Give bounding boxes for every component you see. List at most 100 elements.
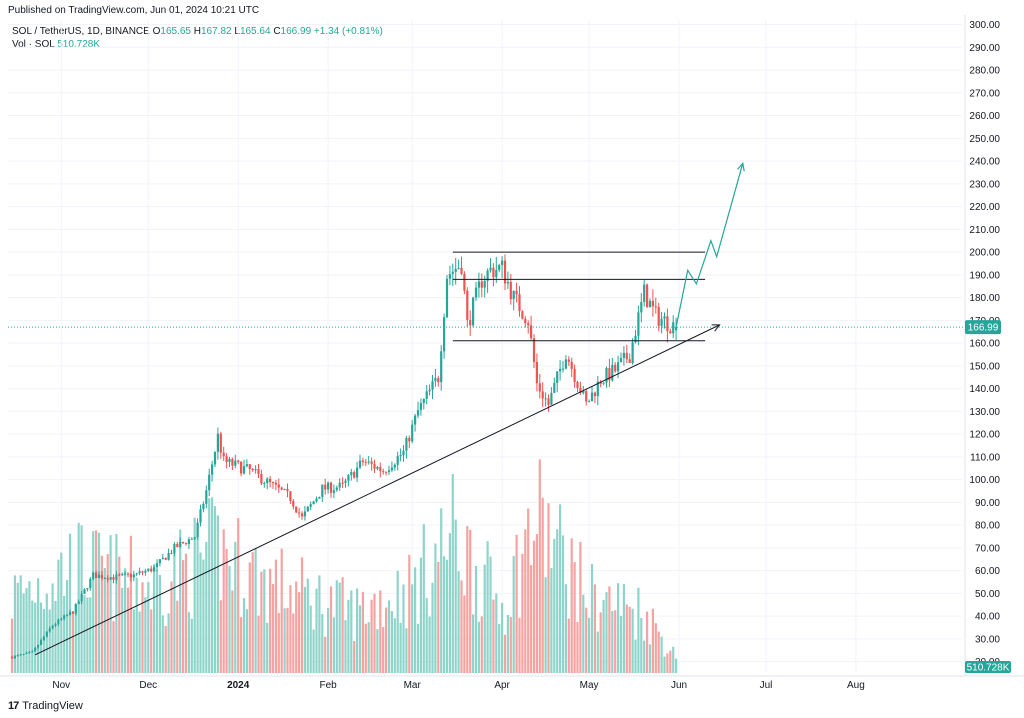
candle-body: [544, 398, 547, 400]
candle-body: [315, 498, 318, 502]
candle-body: [486, 270, 489, 281]
volume-bar: [103, 567, 106, 673]
candle-body: [393, 464, 396, 468]
candle-body: [573, 368, 576, 383]
y-tick-label: 210.00: [969, 225, 1000, 236]
volume-bar: [631, 608, 634, 673]
volume-bar: [341, 577, 344, 673]
volume-bar: [260, 571, 263, 673]
volume-bar: [338, 582, 341, 673]
candle-body: [669, 331, 672, 334]
y-tick-label: 290.00: [969, 43, 1000, 54]
candle-body: [271, 482, 275, 484]
volume-bar: [266, 622, 269, 673]
candle-body: [228, 458, 231, 462]
candle-body: [103, 577, 106, 579]
trendline: [34, 324, 720, 656]
volume-bar: [86, 597, 89, 673]
candle-body: [350, 472, 353, 476]
volume-bar: [231, 590, 234, 673]
volume-bar: [416, 623, 420, 673]
volume-bar: [39, 602, 43, 673]
volume-bar: [532, 540, 536, 673]
candle-body: [582, 391, 585, 394]
volume-bar: [506, 614, 509, 673]
candle-body: [57, 619, 60, 624]
y-tick-label: 70.00: [975, 543, 1000, 554]
volume-bar: [115, 533, 118, 673]
volume-bar: [13, 575, 16, 673]
candle-body: [295, 506, 298, 513]
symbol-label[interactable]: SOL / TetherUS, 1D, BINANCE: [12, 26, 150, 37]
candle-body: [199, 509, 202, 523]
volume-bar: [495, 593, 498, 673]
volume-bar: [660, 636, 663, 673]
volume-bar: [54, 600, 57, 673]
volume-bar: [303, 586, 306, 673]
candle-body: [588, 401, 591, 403]
candle-body: [257, 469, 260, 475]
volume-bar: [193, 517, 196, 673]
candle-body: [672, 322, 675, 334]
candle-body: [501, 260, 504, 266]
volume-bar: [434, 543, 437, 673]
volume-bar: [521, 553, 524, 673]
volume-bar: [628, 606, 631, 673]
candle-body: [109, 577, 112, 580]
candle-body: [489, 267, 492, 271]
volume-bar: [596, 631, 599, 673]
candle-body: [208, 474, 211, 491]
candle-body: [289, 491, 292, 501]
candle-body: [260, 474, 263, 484]
candle-body: [428, 389, 431, 392]
candle-body: [402, 450, 405, 455]
candle-body: [503, 260, 507, 284]
volume-bar: [196, 522, 199, 673]
candle-body: [556, 371, 559, 383]
candle-body: [390, 467, 393, 471]
candle-body: [63, 615, 66, 619]
candle-body: [617, 362, 620, 372]
volume-bar: [640, 618, 643, 673]
candle-body: [506, 281, 509, 284]
volume-bar: [237, 518, 240, 673]
volume-bar: [245, 609, 248, 673]
volume-bar: [515, 534, 518, 673]
candle-body: [86, 588, 89, 590]
candle-body: [37, 644, 40, 648]
candle-body: [547, 398, 550, 405]
candle-body: [153, 567, 156, 572]
candle-body: [269, 478, 272, 483]
candle-body: [611, 364, 614, 381]
volume-row: Vol · SOL 510.728K: [12, 38, 383, 51]
candle-body: [240, 461, 243, 474]
volume-bar: [97, 532, 101, 673]
candle-body: [564, 359, 567, 369]
candle-body: [31, 651, 34, 653]
volume-bar: [240, 617, 243, 673]
brand-label: TradingView: [22, 700, 83, 712]
candle-body: [628, 359, 631, 364]
volume-bar: [147, 582, 150, 673]
volume-bar: [228, 565, 231, 673]
candle-body: [318, 496, 321, 499]
volume-bar: [309, 605, 312, 673]
volume-bar: [387, 600, 391, 673]
volume-bar: [25, 588, 28, 673]
volume-bar: [443, 556, 446, 673]
y-tick-label: 90.00: [975, 498, 1000, 509]
volume-label[interactable]: Vol · SOL: [12, 39, 55, 50]
candle-body: [176, 543, 179, 548]
volume-bar: [257, 615, 260, 673]
volume-bar: [373, 593, 376, 673]
candle-body: [538, 383, 541, 392]
volume-bar: [524, 529, 527, 673]
y-tick-label: 50.00: [975, 589, 1000, 600]
volume-bar: [292, 613, 295, 673]
x-tick-label: 2024: [227, 680, 250, 691]
candle-body: [474, 287, 478, 298]
candle-body: [54, 623, 57, 626]
x-tick-label: May: [580, 680, 599, 691]
volume-bar: [669, 650, 672, 673]
